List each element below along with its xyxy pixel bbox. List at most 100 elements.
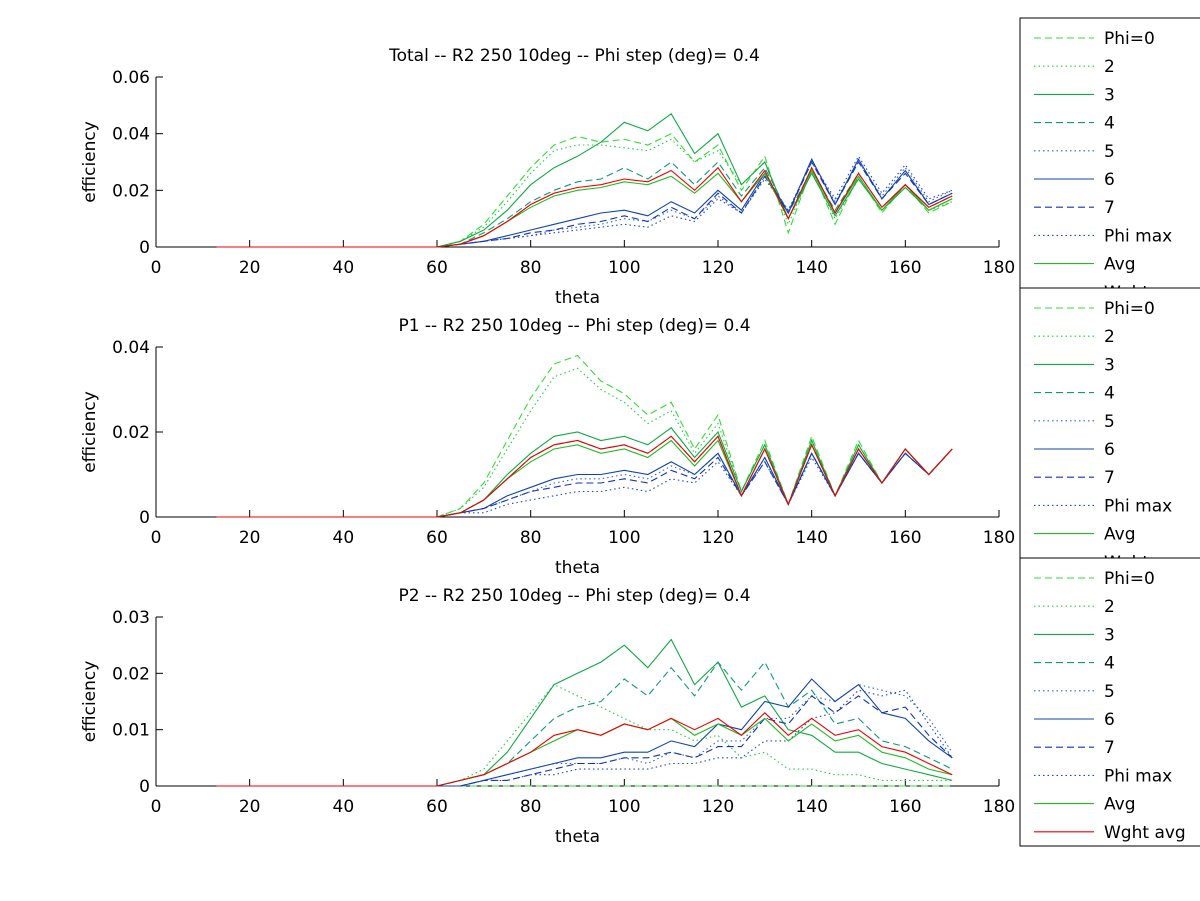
x-tick-label: 100 <box>608 258 640 278</box>
series-line-1 <box>216 133 953 248</box>
x-tick-label: 140 <box>795 528 827 548</box>
x-axis-label: theta <box>555 558 600 578</box>
x-axis-label: theta <box>555 827 600 847</box>
x-tick-label: 120 <box>702 528 734 548</box>
x-tick-label: 180 <box>983 528 1015 548</box>
legend-label: 5 <box>1104 682 1115 702</box>
legend-label: Phi=0 <box>1104 569 1155 589</box>
series-line-10 <box>216 435 953 518</box>
x-tick-label: 140 <box>795 258 827 278</box>
subplot-1: 0 20 40 60 80 100 120 140 160 180 0 0.02 0.04 0.06 Tot… <box>80 17 1200 308</box>
chart-title: Total -- R2 250 10deg -- Phi step (deg)=… <box>388 46 760 66</box>
legend-label: Phi max <box>1104 226 1172 246</box>
subplot-2: 0 20 40 60 80 100 120 140 160 180 0 0.02 0.04 P1 -- R… <box>80 287 1200 578</box>
legend-label: 4 <box>1104 654 1115 674</box>
x-tick-label: 40 <box>333 528 355 548</box>
x-tick-label: 40 <box>333 258 355 278</box>
x-tick-label: 80 <box>520 797 542 817</box>
series-line-10 <box>216 166 953 248</box>
y-tick-label: 0.02 <box>112 423 150 443</box>
y-axis-label: efficiency <box>80 661 100 743</box>
legend-label: 5 <box>1104 412 1115 432</box>
legend-label: 5 <box>1104 142 1115 162</box>
y-tick-label: 0.06 <box>112 68 150 88</box>
x-tick-label: 0 <box>151 797 162 817</box>
legend-label: 4 <box>1104 114 1115 134</box>
x-tick-label: 20 <box>239 797 261 817</box>
legend-label: 2 <box>1104 597 1115 617</box>
legend-label: 6 <box>1104 170 1115 190</box>
x-tick-label: 100 <box>608 797 640 817</box>
series-line-3 <box>216 112 953 248</box>
x-tick-label: 180 <box>983 797 1015 817</box>
x-tick-label: 0 <box>151 258 162 278</box>
legend-box <box>1019 17 1200 291</box>
x-tick-label: 140 <box>795 797 827 817</box>
y-tick-label: 0.02 <box>112 664 150 684</box>
legend-label: 3 <box>1104 355 1115 375</box>
x-tick-label: 80 <box>520 258 542 278</box>
legend-label: Wght avg <box>1104 823 1186 843</box>
x-tick-label: 120 <box>702 258 734 278</box>
x-tick-label: 80 <box>520 528 542 548</box>
x-tick-label: 180 <box>983 258 1015 278</box>
legend-label: Avg <box>1104 255 1136 275</box>
y-tick-label: 0 <box>139 777 150 797</box>
x-tick-label: 100 <box>608 528 640 548</box>
legend-label: 6 <box>1104 440 1115 460</box>
chart-title: P2 -- R2 250 10deg -- Phi step (deg)= 0.… <box>398 586 750 606</box>
series-line-7 <box>216 160 953 248</box>
x-tick-label: 160 <box>889 528 921 548</box>
series-line-7 <box>216 448 953 518</box>
legend-label: Avg <box>1104 525 1136 545</box>
legend-label: Phi=0 <box>1104 29 1155 49</box>
legend-label: 7 <box>1104 468 1115 488</box>
legend-label: Phi=0 <box>1104 299 1155 319</box>
x-tick-label: 0 <box>151 528 162 548</box>
series-line-5 <box>216 160 953 248</box>
series-line-5 <box>216 684 953 787</box>
legend-box <box>1019 557 1200 847</box>
series-line-1 <box>216 354 953 518</box>
x-tick-label: 60 <box>426 258 448 278</box>
y-tick-label: 0.01 <box>112 721 150 741</box>
x-tick-label: 160 <box>889 258 921 278</box>
legend-label: 3 <box>1104 85 1115 105</box>
legend-label: 6 <box>1104 710 1115 730</box>
series-line-6 <box>216 678 953 787</box>
x-tick-label: 120 <box>702 797 734 817</box>
legend-label: Avg <box>1104 795 1136 815</box>
x-tick-label: 160 <box>889 797 921 817</box>
legend-label: 2 <box>1104 327 1115 347</box>
series-line-8 <box>216 448 953 518</box>
legend-label: 7 <box>1104 738 1115 758</box>
series-group <box>216 112 953 248</box>
x-axis-label: theta <box>555 288 600 308</box>
legend-box <box>1019 287 1200 561</box>
legend-label: 7 <box>1104 198 1115 218</box>
series-line-6 <box>216 157 953 248</box>
y-tick-label: 0 <box>139 508 150 528</box>
x-tick-label: 40 <box>333 797 355 817</box>
subplots: 0 20 40 60 80 100 120 140 160 18000.020.040.06Tot… <box>80 17 1200 847</box>
series-line-7 <box>216 695 953 787</box>
y-axis-label: efficiency <box>80 391 100 473</box>
series-line-3 <box>216 638 953 787</box>
legend-label: Phi max <box>1104 766 1172 786</box>
x-tick-label: 20 <box>239 258 261 278</box>
y-tick-label: 0.02 <box>112 181 150 201</box>
legend-label: 4 <box>1104 384 1115 404</box>
y-tick-label: 0.04 <box>112 338 150 358</box>
y-tick-label: 0.03 <box>112 608 150 628</box>
chart-title: P1 -- R2 250 10deg -- Phi step (deg)= 0.… <box>398 316 750 336</box>
legend-label: 2 <box>1104 57 1115 77</box>
series-line-8 <box>216 689 953 787</box>
x-tick-label: 20 <box>239 528 261 548</box>
series-line-3 <box>216 427 953 518</box>
y-axis-label: efficiency <box>80 121 100 203</box>
